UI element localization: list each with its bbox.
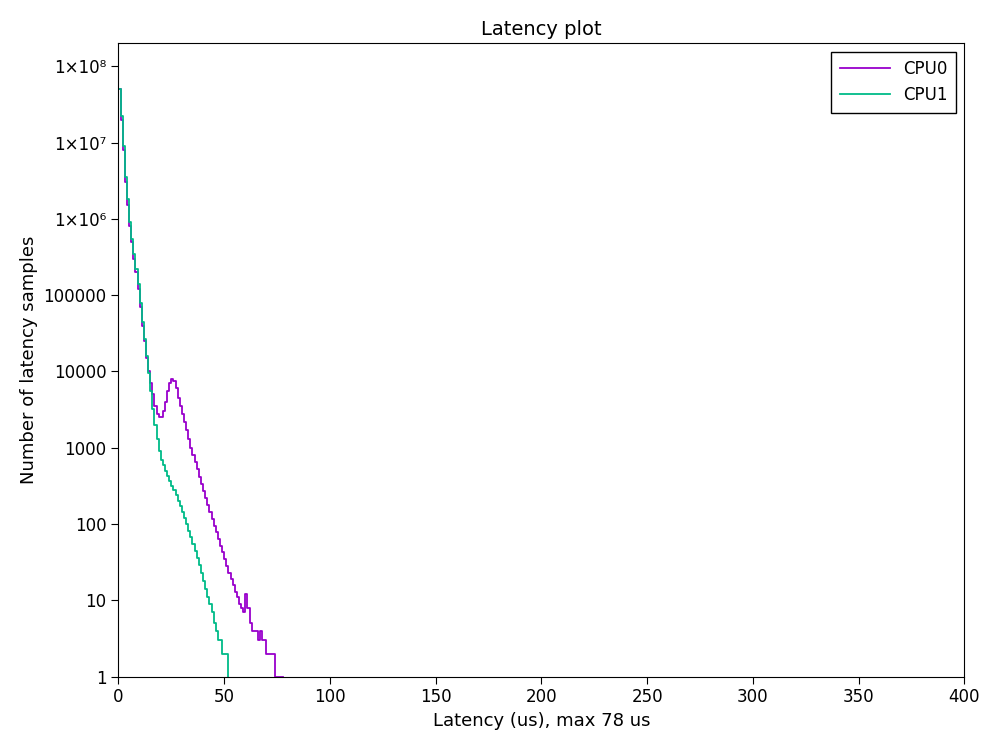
- CPU0: [153, 413, 165, 422]
- CPU1: [182, 526, 194, 536]
- CPU0: [269, 672, 281, 681]
- Y-axis label: Number of latency samples: Number of latency samples: [20, 236, 38, 484]
- CPU0: [180, 426, 192, 435]
- CPU0: [277, 672, 289, 681]
- CPU0: [112, 85, 124, 94]
- Legend: CPU0, CPU1: CPU0, CPU1: [831, 52, 956, 112]
- CPU0: [157, 406, 169, 416]
- CPU1: [178, 514, 190, 523]
- CPU1: [142, 369, 154, 378]
- Line: CPU1: CPU1: [118, 89, 228, 676]
- CPU0: [208, 521, 220, 530]
- CPU1: [176, 507, 188, 516]
- X-axis label: Latency (us), max 78 us: Latency (us), max 78 us: [433, 712, 650, 730]
- CPU1: [210, 626, 222, 635]
- CPU1: [222, 672, 234, 681]
- Line: CPU0: CPU0: [118, 89, 283, 676]
- CPU0: [178, 417, 190, 426]
- CPU1: [197, 576, 209, 585]
- Title: Latency plot: Latency plot: [481, 20, 602, 39]
- CPU1: [112, 85, 124, 94]
- CPU0: [233, 599, 245, 608]
